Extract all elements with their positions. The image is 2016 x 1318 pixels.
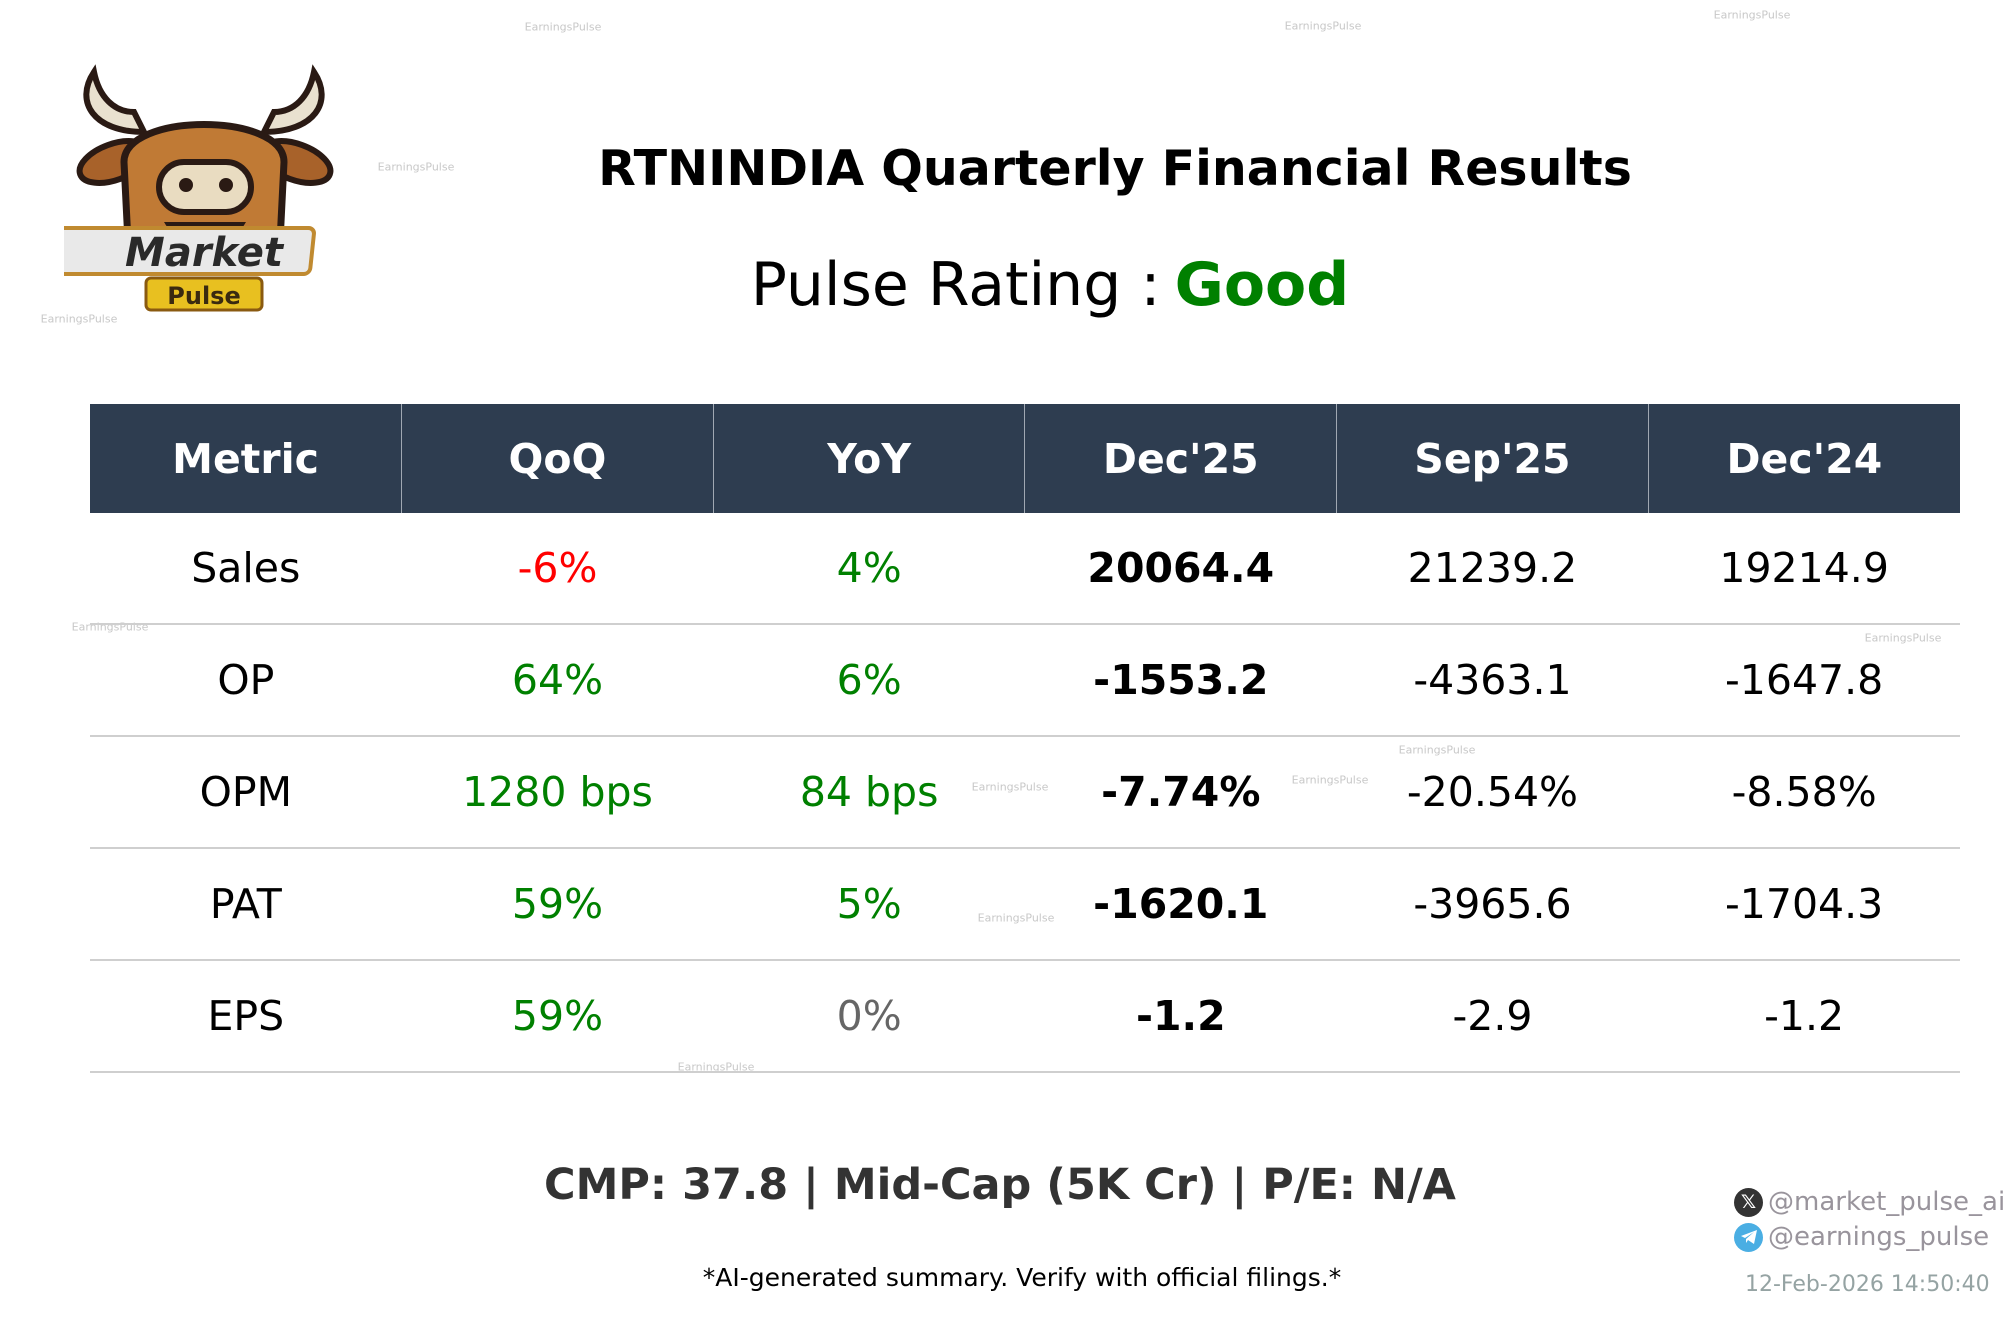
telegram-handle-text: @earnings_pulse <box>1768 1222 1990 1252</box>
cell-yoy: 4% <box>713 513 1025 625</box>
telegram-handle[interactable]: @earnings_pulse <box>1734 1222 1989 1252</box>
disclaimer: *AI-generated summary. Verify with offic… <box>702 1263 1342 1292</box>
table-row: PAT 59% 5% -1620.1 -3965.6 -1704.3 <box>90 848 1960 961</box>
twitter-handle[interactable]: 𝕏 @market_pulse_ai <box>1734 1187 2005 1217</box>
cell-yago: -8.58% <box>1648 736 1960 849</box>
cell-yago: -1647.8 <box>1648 624 1960 737</box>
cell-qoq: -6% <box>401 513 714 625</box>
column-header: QoQ <box>401 404 714 513</box>
cell-metric: Sales <box>90 513 402 625</box>
cell-cur: 20064.4 <box>1024 513 1337 625</box>
cell-metric: EPS <box>90 960 402 1073</box>
cell-cur: -1553.2 <box>1024 624 1337 737</box>
cell-yoy: 0% <box>713 960 1025 1073</box>
cell-prev: -4363.1 <box>1336 624 1649 737</box>
x-twitter-icon: 𝕏 <box>1734 1187 1763 1217</box>
table-row: OP 64% 6% -1553.2 -4363.1 -1647.8 <box>90 624 1960 737</box>
cell-yoy: 5% <box>713 848 1025 961</box>
timestamp: 12-Feb-2026 14:50:40 <box>1745 1272 1990 1297</box>
market-pulse-logo: Market Pulse <box>64 64 334 312</box>
watermark: EarningsPulse <box>1713 8 1791 22</box>
cell-qoq: 1280 bps <box>401 736 714 849</box>
cell-qoq: 59% <box>401 848 714 961</box>
svg-text:Pulse: Pulse <box>167 282 240 310</box>
cell-yoy: 84 bps <box>713 736 1025 849</box>
market-summary: CMP: 37.8 | Mid-Cap (5K Cr) | P/E: N/A <box>544 1160 1456 1210</box>
rating-label: Pulse Rating : <box>750 250 1161 320</box>
cell-prev: -20.54% <box>1336 736 1649 849</box>
column-header: YoY <box>712 404 1025 513</box>
column-header: Metric <box>90 404 402 513</box>
cell-yoy: 6% <box>713 624 1025 737</box>
cell-metric: OP <box>90 624 402 737</box>
logo-text: Market <box>125 230 285 276</box>
telegram-icon <box>1734 1222 1763 1252</box>
watermark: EarningsPulse <box>40 312 118 326</box>
cell-cur: -1.2 <box>1024 960 1337 1073</box>
table-row: Sales -6% 4% 20064.4 21239.2 19214.9 <box>90 513 1960 625</box>
cell-qoq: 59% <box>401 960 714 1073</box>
watermark: EarningsPulse <box>1284 19 1362 33</box>
table-header-row: Metric QoQ YoY Dec'25 Sep'25 Dec'24 <box>90 404 1960 513</box>
cell-yago: -1704.3 <box>1648 848 1960 961</box>
column-header: Dec'25 <box>1024 404 1337 513</box>
watermark: EarningsPulse <box>377 160 455 174</box>
cell-cur: -7.74% <box>1024 736 1337 849</box>
cell-metric: OPM <box>90 736 402 849</box>
results-table: Metric QoQ YoY Dec'25 Sep'25 Dec'24 Sales -6% 4… <box>90 404 1960 1073</box>
cell-yago: -1.2 <box>1648 960 1960 1073</box>
cell-metric: PAT <box>90 848 402 961</box>
rating-value: Good <box>1174 250 1350 320</box>
page-title: RTNINDIA Quarterly Financial Results <box>598 140 1632 197</box>
cell-prev: -2.9 <box>1336 960 1649 1073</box>
cell-qoq: 64% <box>401 624 714 737</box>
cell-cur: -1620.1 <box>1024 848 1337 961</box>
cell-prev: -3965.6 <box>1336 848 1649 961</box>
watermark: EarningsPulse <box>524 20 602 34</box>
cell-prev: 21239.2 <box>1336 513 1649 625</box>
table-row: OPM 1280 bps 84 bps -7.74% -20.54% -8.58% <box>90 736 1960 849</box>
table-row: EPS 59% 0% -1.2 -2.9 -1.2 <box>90 960 1960 1073</box>
pulse-rating: Pulse Rating : Good <box>751 250 1349 320</box>
twitter-handle-text: @market_pulse_ai <box>1768 1187 2006 1217</box>
column-header: Sep'25 <box>1336 404 1649 513</box>
cell-yago: 19214.9 <box>1648 513 1960 625</box>
column-header: Dec'24 <box>1647 404 1960 513</box>
